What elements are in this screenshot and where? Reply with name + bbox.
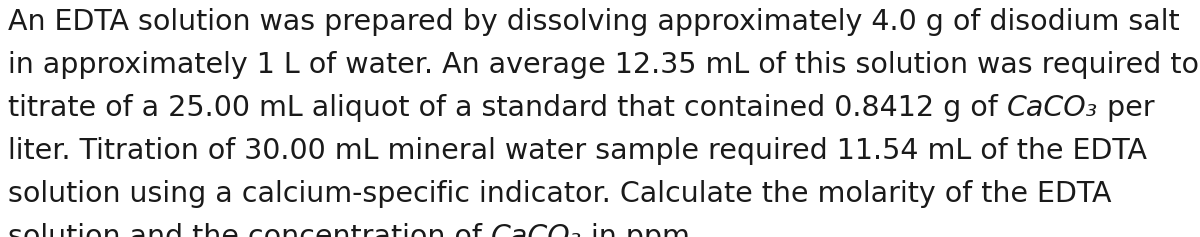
Text: per: per	[1098, 94, 1154, 122]
Text: liter. Titration of 30.00 mL mineral water sample required 11.54 mL of the EDTA: liter. Titration of 30.00 mL mineral wat…	[8, 137, 1147, 165]
Text: solution using a calcium-specific indicator. Calculate the molarity of the EDTA: solution using a calcium-specific indica…	[8, 180, 1111, 208]
Text: solution and the concentration of: solution and the concentration of	[8, 223, 491, 237]
Text: in approximately 1 L of water. An average 12.35 mL of this solution was required: in approximately 1 L of water. An averag…	[8, 51, 1199, 79]
Text: titrate of a 25.00 mL aliquot of a standard that contained 0.8412 g of: titrate of a 25.00 mL aliquot of a stand…	[8, 94, 1007, 122]
Text: CaCO₃: CaCO₃	[1007, 94, 1098, 122]
Text: An EDTA solution was prepared by dissolving approximately 4.0 g of disodium salt: An EDTA solution was prepared by dissolv…	[8, 8, 1180, 36]
Text: CaCO₃: CaCO₃	[491, 223, 582, 237]
Text: in ppm.: in ppm.	[582, 223, 698, 237]
